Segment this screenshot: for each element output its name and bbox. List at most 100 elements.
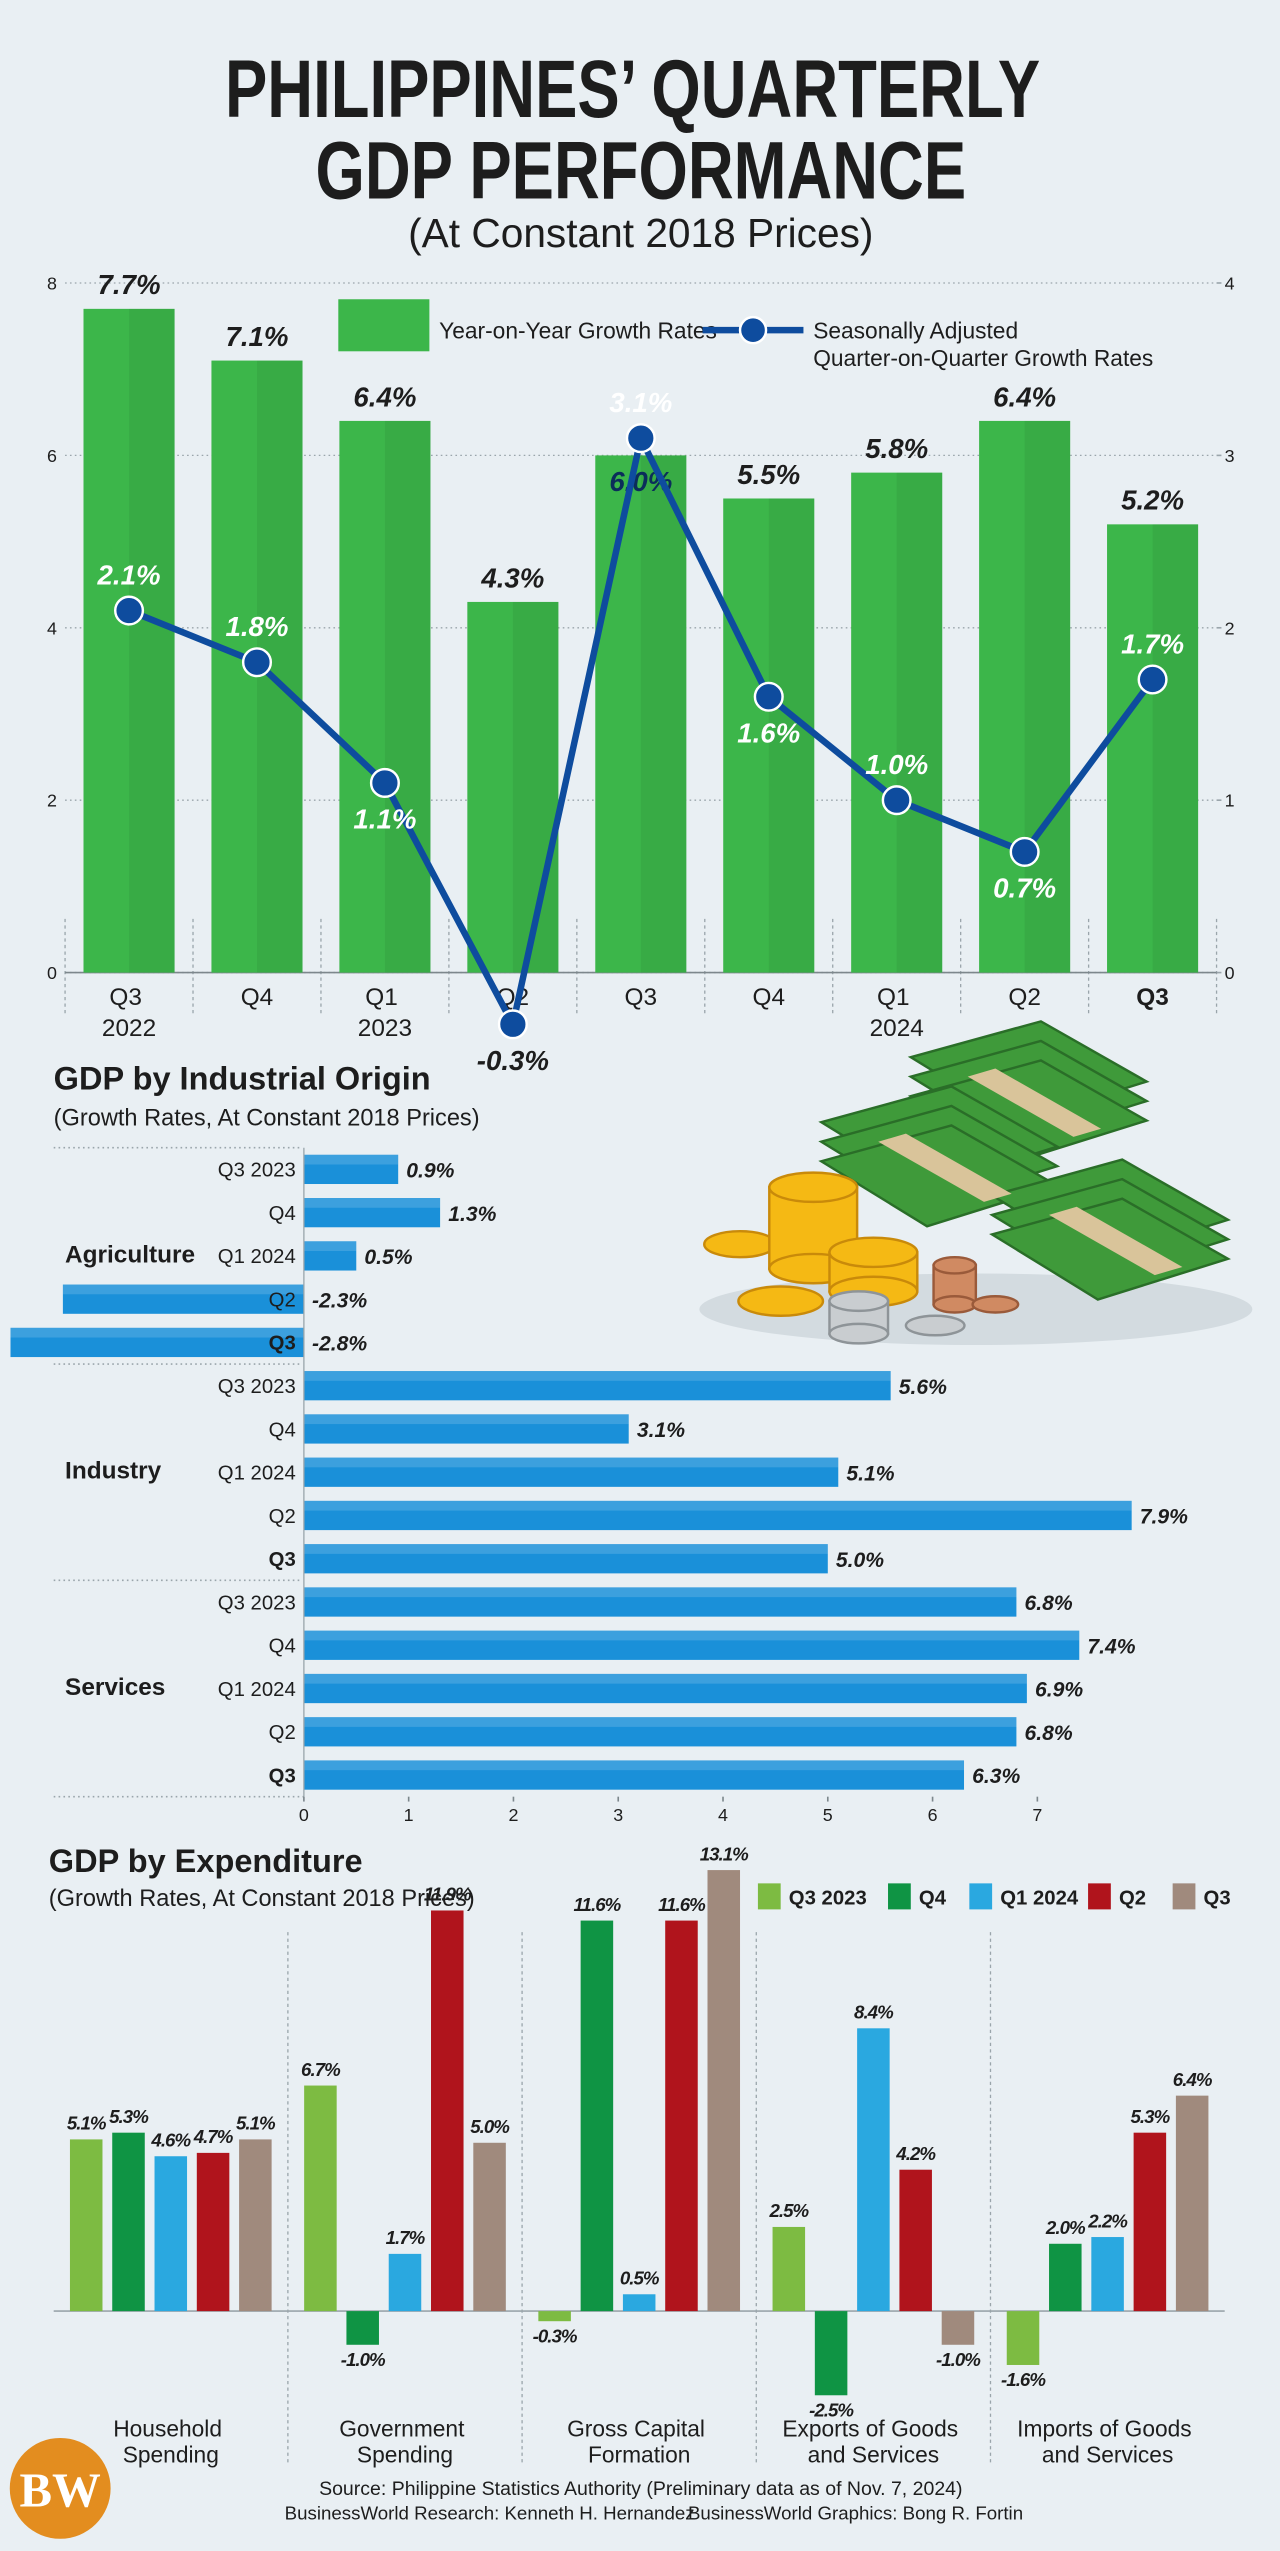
bar-value-label: -1.6%: [1001, 2369, 1046, 2390]
line-point: [1009, 836, 1040, 867]
line-point: [881, 785, 912, 816]
bar-value-label: 5.5%: [737, 459, 800, 490]
y-tick-label: Q3 2023: [218, 1376, 296, 1398]
bar: [303, 1154, 399, 1185]
chart-title: GDP by Expenditure: [49, 1843, 363, 1879]
bar: [1091, 2237, 1124, 2312]
bar: [303, 1241, 357, 1271]
bar: [303, 1414, 629, 1444]
y-tick-label: 6: [47, 446, 57, 466]
y2-tick-label: 4: [1225, 273, 1235, 293]
bar-highlight: [303, 1760, 965, 1771]
legend-swatch: [969, 1883, 993, 1910]
bar: [595, 455, 687, 973]
bar-value-label: -2.5%: [809, 2399, 854, 2420]
bar-value-label: 4.6%: [150, 2129, 191, 2150]
x-tick-label: Exports of Goods and Services: [782, 2415, 964, 2467]
bar-value-label: 11.9%: [424, 1884, 472, 1905]
bar: [899, 2169, 932, 2312]
bar-value-label: 5.1%: [236, 2113, 276, 2134]
bar: [83, 308, 175, 973]
bar-value-label: 6.7%: [301, 2059, 341, 2080]
logo-circle: [9, 2437, 111, 2539]
bar-highlight: [303, 1457, 839, 1468]
x-tick-label: Imports of Goods and Services: [1017, 2415, 1198, 2467]
bar-highlight: [303, 1673, 1027, 1684]
bar-value-label: 7.9%: [1140, 1506, 1188, 1529]
bar-value-label: 7.7%: [98, 269, 161, 300]
legend-label: Seasonally Adjusted Quarter-on-Quarter G…: [813, 317, 1153, 371]
x-tick-label: Household Spending: [113, 2415, 228, 2467]
bar-value-label: 4.7%: [193, 2126, 234, 2147]
bar-value-label: 0.5%: [364, 1246, 412, 1269]
bar: [303, 1587, 1017, 1617]
main-title: PHILIPPINES’ QUARTERLY GDP PERFORMANCE: [225, 45, 1057, 217]
bar-value-label: 0.9%: [406, 1160, 454, 1183]
bar: [467, 601, 559, 973]
bar: [303, 1717, 1017, 1747]
bar: [851, 472, 943, 973]
bar: [339, 420, 431, 973]
source-note: Source: Philippine Statistics Authority …: [319, 2478, 962, 2500]
y-tick-label: Q3 2023: [218, 1592, 296, 1614]
bar: [239, 2139, 272, 2312]
bar-value-label: 5.6%: [899, 1376, 947, 1399]
bar-value-label: 13.1%: [700, 1843, 749, 1864]
y-tick-label: Q3: [269, 1333, 296, 1355]
x-tick-label: Q4: [752, 984, 785, 1011]
bar-value-label: 2.0%: [1045, 2217, 1086, 2238]
bar-value-label: 7.1%: [225, 321, 288, 352]
x-tick-label: 1: [404, 1805, 414, 1825]
y2-tick-label: 3: [1225, 446, 1235, 466]
y2-tick-label: 1: [1225, 791, 1235, 811]
bar: [538, 2311, 571, 2322]
line-point: [753, 681, 784, 712]
bar-shade: [1152, 524, 1199, 973]
bar-highlight: [303, 1371, 891, 1381]
logo: BW: [20, 2463, 102, 2517]
legend-swatch: [338, 299, 430, 352]
x-tick-label: 5: [823, 1805, 833, 1825]
bar-value-label: 5.0%: [470, 2116, 510, 2137]
bar-value-label: -2.8%: [312, 1333, 367, 1356]
line-value-label: -0.3%: [477, 1045, 549, 1076]
bar: [10, 1327, 304, 1358]
line-point: [369, 767, 400, 798]
bar-value-label: 6.3%: [972, 1765, 1020, 1788]
bar: [772, 2226, 806, 2312]
legend-label: Q3 2023: [789, 1888, 867, 1910]
bar-value-label: 1.7%: [386, 2227, 426, 2248]
title-group: PHILIPPINES’ QUARTERLY GDP PERFORMANCE: [225, 45, 1057, 217]
line-value-label: 1.7%: [1121, 628, 1184, 659]
bar-value-label: 11.6%: [574, 1894, 622, 1915]
bar-value-label: -1.0%: [341, 2349, 386, 2370]
bar-highlight: [303, 1500, 1132, 1511]
line-value-label: 1.8%: [225, 611, 288, 642]
bar-highlight: [303, 1544, 828, 1554]
group-label: Services: [65, 1674, 165, 1701]
chart-title: GDP by Industrial Origin: [54, 1061, 431, 1097]
bar-value-label: 5.1%: [67, 2113, 107, 2134]
y-tick-label: Q1 2024: [218, 1246, 296, 1268]
line-point: [497, 1009, 528, 1040]
bar-shade: [1024, 420, 1071, 973]
bar-highlight: [303, 1587, 1017, 1598]
bar-value-label: 2.2%: [1087, 2210, 1128, 2231]
bar: [346, 2311, 379, 2345]
bar-value-label: 5.8%: [865, 433, 928, 464]
bar: [814, 2311, 848, 2396]
bar-value-label: 5.1%: [846, 1462, 894, 1485]
y2-tick-label: 2: [1225, 618, 1235, 638]
bar-value-label: 8.4%: [854, 2002, 894, 2023]
bar-shade: [768, 498, 815, 973]
legend-label: Q1 2024: [1000, 1888, 1079, 1910]
x-tick-label: Government Spending: [339, 2415, 471, 2467]
graphics-credit: BusinessWorld Graphics: Bong R. Fortin: [688, 2502, 1023, 2523]
bar-value-label: -1.0%: [936, 2349, 981, 2370]
line-value-label: 0.7%: [993, 872, 1056, 903]
x-tick-label: 2: [508, 1805, 518, 1825]
bar-value-label: 5.0%: [836, 1549, 884, 1572]
legend-swatch: [1088, 1883, 1111, 1910]
bar: [303, 1760, 965, 1790]
